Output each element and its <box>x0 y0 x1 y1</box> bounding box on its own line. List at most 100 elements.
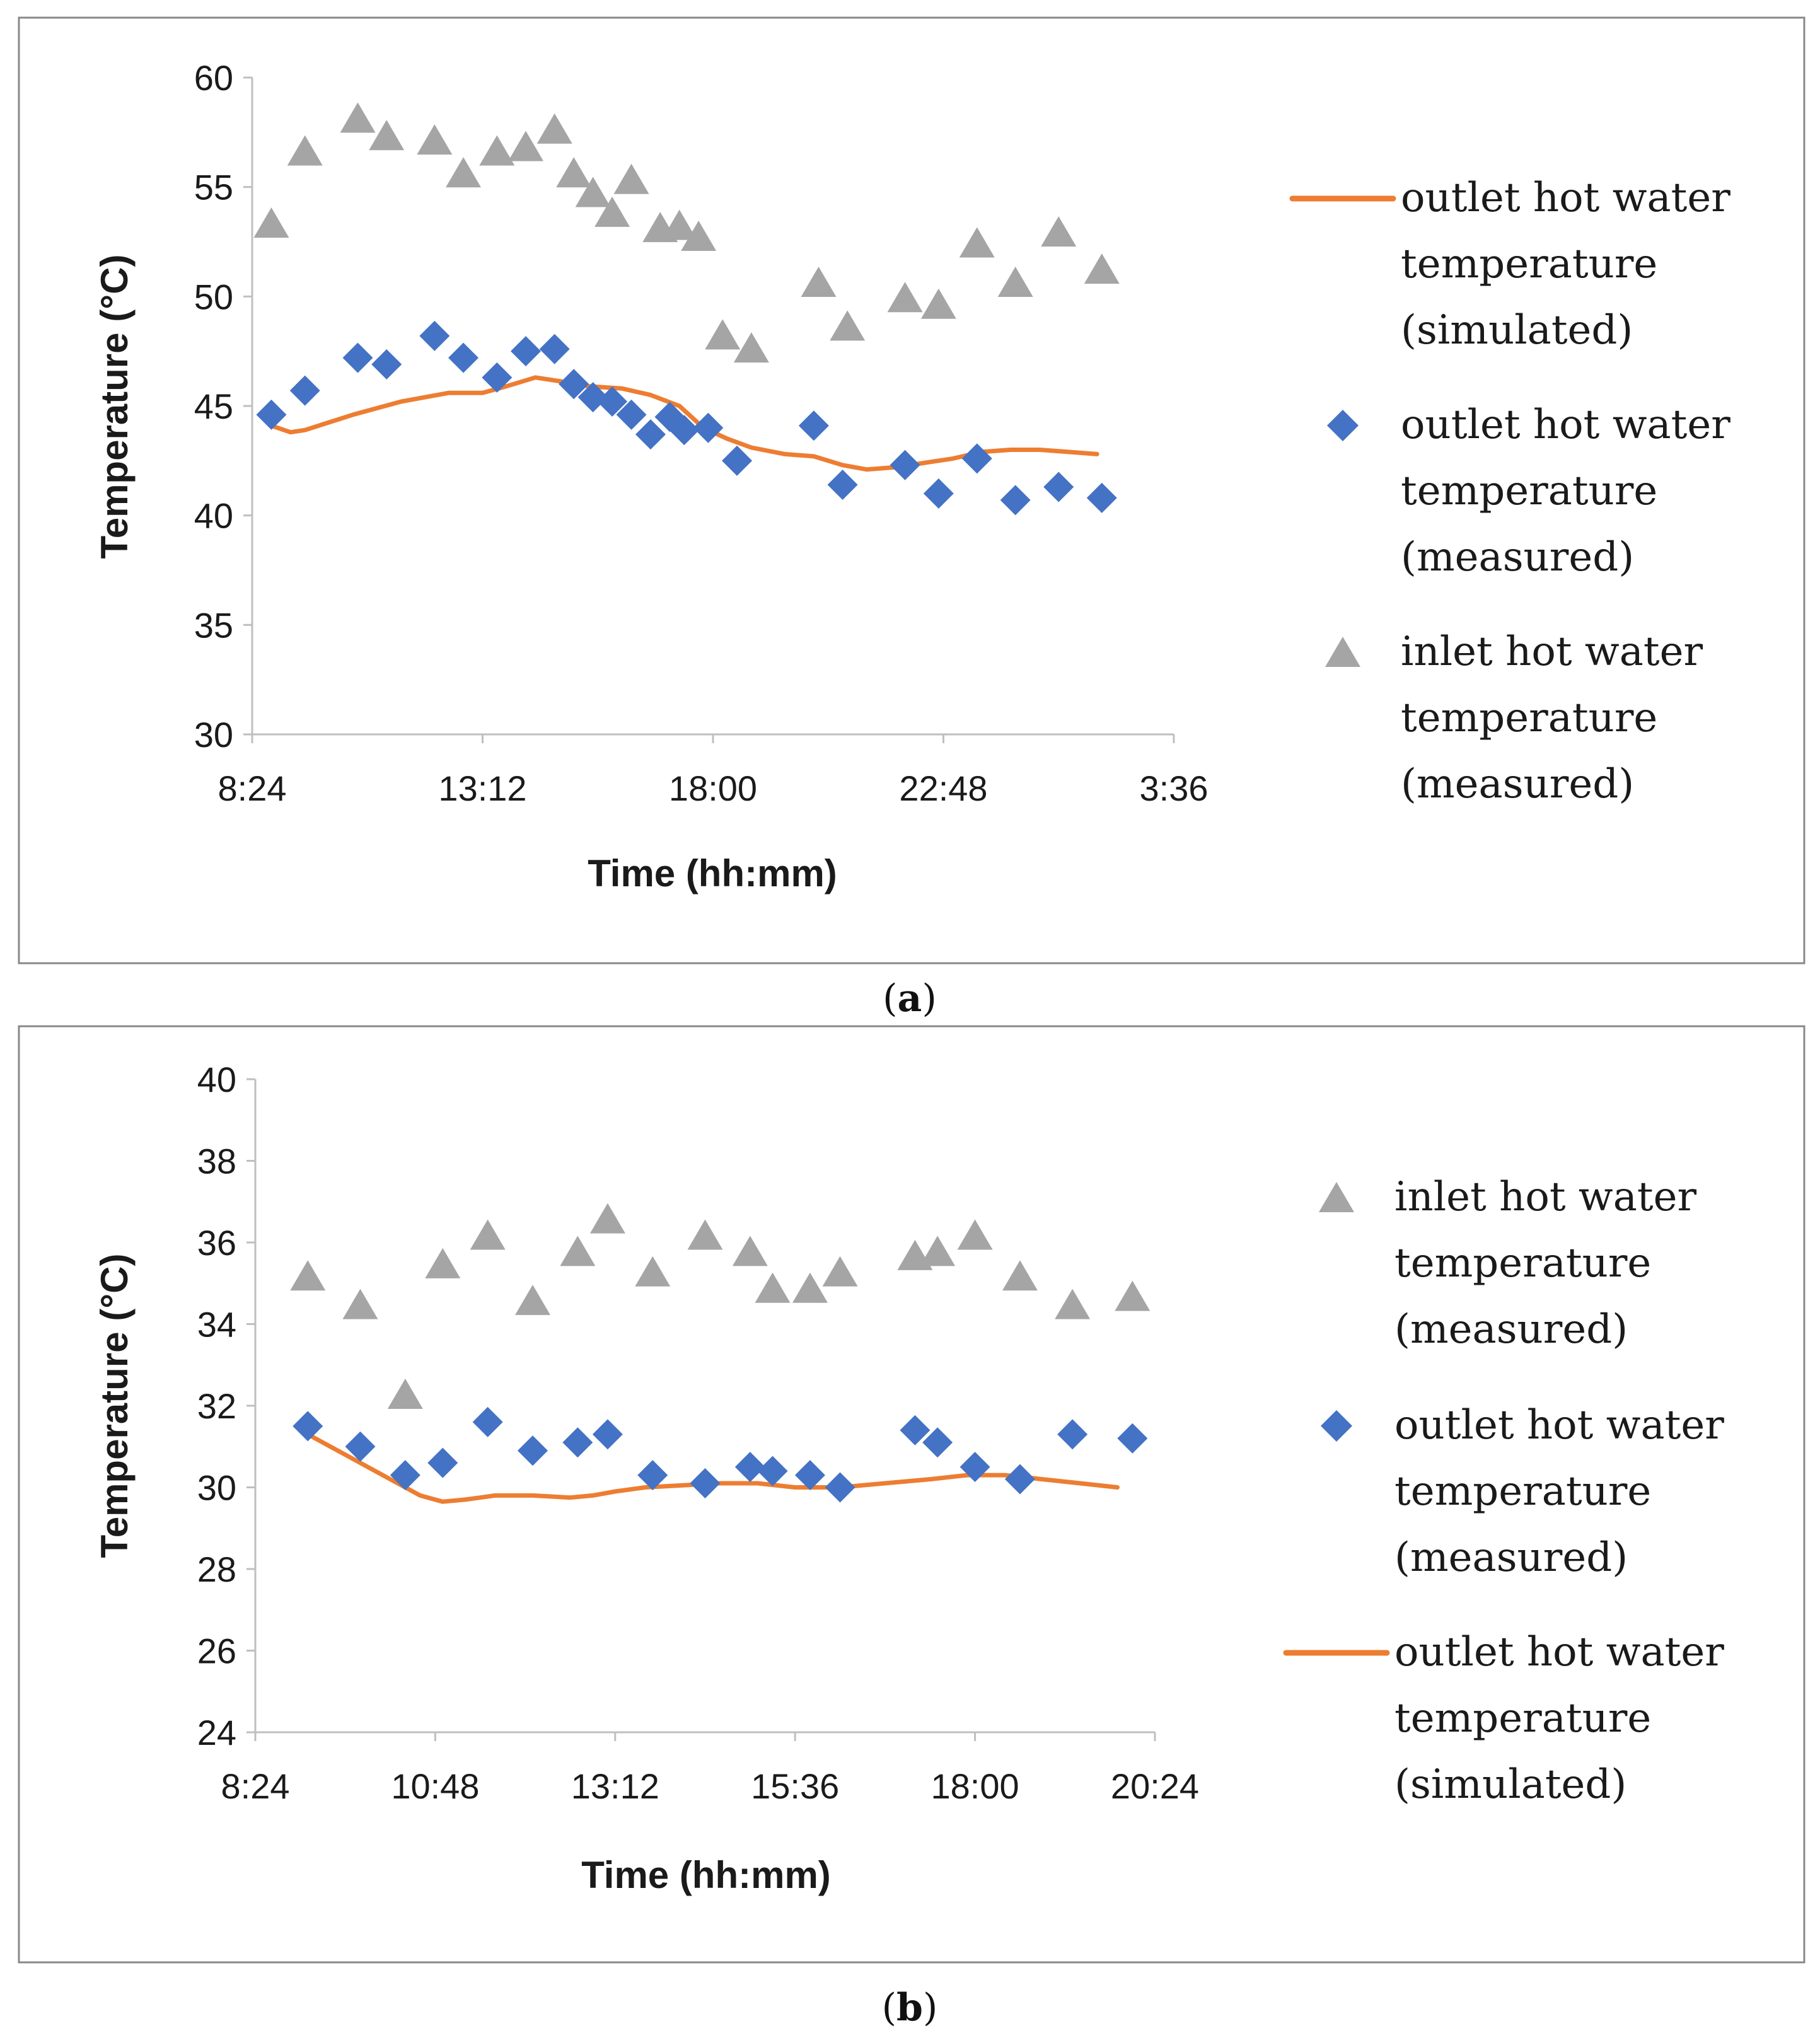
inlet-measured-point <box>290 1260 326 1291</box>
inlet-measured-point <box>959 227 995 258</box>
legend-a-in-line2: temperature <box>1401 695 1657 741</box>
legend-b-in-line3: (measured) <box>1394 1306 1628 1353</box>
inlet-measured-point <box>887 282 923 313</box>
outlet-measured-point <box>825 1472 855 1503</box>
y-tick-label: 24 <box>197 1713 236 1752</box>
inlet-measured-point <box>1055 1288 1091 1319</box>
chart-a-plot-area: 30 35 40 45 50 55 60 8:24 13:12 18:00 22:48 3:36 <box>194 58 1209 808</box>
legend-a-in-line3: (measured) <box>1401 761 1634 808</box>
inlet-measured-point <box>340 102 376 133</box>
outlet-measured-point <box>827 470 858 501</box>
outlet-measured-point <box>1117 1423 1148 1454</box>
inlet-measured-point <box>661 209 697 240</box>
outlet-measured-point <box>922 1427 953 1458</box>
legend-a-sim-line2: temperature <box>1401 241 1657 287</box>
caption-a-open: ( <box>883 976 897 1021</box>
outlet-measured-point <box>794 1460 825 1491</box>
inlet-measured-point <box>446 157 482 188</box>
outlet-measured-point <box>722 445 753 476</box>
outlet-measured-point <box>345 1431 376 1462</box>
chart-b-legend: inlet hot water temperature (measured) o… <box>1283 1174 1737 1808</box>
inlet-measured-point <box>635 1256 671 1287</box>
x-tick-label: 13:12 <box>438 768 526 808</box>
y-tick-label: 36 <box>197 1223 236 1263</box>
y-tick-label: 55 <box>194 168 233 207</box>
legend-a-sim-label: outlet hot water temperature (simulated) <box>1401 175 1743 354</box>
inlet-measured-point <box>687 1219 723 1250</box>
outlet-measured-point <box>293 1411 323 1442</box>
outlet-measured-point <box>900 1415 930 1445</box>
inlet-measured-point <box>920 288 956 319</box>
caption-a-close: ) <box>922 976 936 1021</box>
legend-b-in: inlet hot water temperature (measured) <box>1319 1174 1709 1353</box>
outlet-measured-point <box>961 443 992 474</box>
outlet-measured-point <box>635 419 666 450</box>
inlet-measured-point <box>536 113 572 144</box>
legend-b-out-line3: (measured) <box>1394 1534 1628 1581</box>
legend-a-sim-line3: (simulated) <box>1401 307 1633 354</box>
chart-a-y-axis-title: Temperature (°C) <box>93 255 136 559</box>
outlet-measured-point <box>342 342 373 373</box>
y-tick-label: 60 <box>194 58 233 98</box>
inlet-measured-point <box>594 196 630 227</box>
y-tick-label: 40 <box>197 1060 236 1099</box>
legend-b-out-line2: temperature <box>1394 1468 1651 1515</box>
legend-a-out-line2: temperature <box>1401 468 1657 514</box>
inlet-measured-point <box>508 130 544 161</box>
outlet-measured-point <box>890 449 920 480</box>
chart-b-frame <box>18 1025 1806 1964</box>
x-tick-label: 20:24 <box>1111 1766 1199 1806</box>
outlet-measured-point <box>1043 472 1074 502</box>
outlet-measured-point <box>734 1452 765 1483</box>
inlet-measured-point <box>470 1219 506 1250</box>
chart-a-frame <box>18 16 1806 964</box>
legend-a-in-label: inlet hot water temperature (measured) <box>1401 628 1715 808</box>
legend-b-out-swatch <box>1321 1410 1352 1442</box>
legend-b-in-label: inlet hot water temperature (measured) <box>1394 1174 1709 1353</box>
legend-a-out: outlet hot water temperature (measured) <box>1327 402 1743 581</box>
x-tick-label: 8:24 <box>218 768 287 808</box>
outlet-measured-point <box>448 342 479 373</box>
y-tick-label: 26 <box>197 1631 236 1671</box>
legend-a-in-swatch <box>1325 637 1360 667</box>
outlet-measured-point <box>559 369 589 400</box>
chart-b-y-axis-title: Temperature (°C) <box>93 1254 136 1558</box>
chart-a-x-axis-title: Time (hh:mm) <box>588 852 837 895</box>
inlet-measured-point <box>369 120 405 151</box>
legend-b-in-line1: inlet hot water <box>1394 1174 1696 1220</box>
inlet-measured-point <box>253 207 289 238</box>
caption-b-close: ) <box>923 1986 937 2030</box>
outlet-measured-point <box>289 375 320 406</box>
outlet-measured-point <box>690 1468 721 1499</box>
outlet-measured-point <box>390 1460 420 1491</box>
y-tick-label: 32 <box>197 1386 236 1426</box>
outlet-measured-point <box>482 362 513 393</box>
outlet-measured-point <box>757 1456 788 1486</box>
x-tick-label: 8:24 <box>221 1766 290 1806</box>
legend-b-out-line1: outlet hot water <box>1394 1402 1724 1449</box>
outlet-measured-point <box>1086 482 1117 513</box>
outlet-measured-point <box>616 399 647 430</box>
legend-b-in-line2: temperature <box>1394 1240 1651 1287</box>
outlet-measured-point <box>511 336 542 367</box>
inlet-measured-point <box>792 1272 828 1303</box>
chart-a-legend: outlet hot water temperature (simulated)… <box>1289 175 1743 808</box>
inlet-measured-point <box>957 1219 993 1250</box>
inlet-measured-point <box>733 332 769 363</box>
outlet-measured-point <box>371 349 402 380</box>
inlet-measured-point <box>589 1203 625 1234</box>
outlet-measured-point <box>256 399 287 430</box>
inlet-measured-point <box>417 124 453 155</box>
legend-b-in-swatch <box>1319 1182 1354 1212</box>
legend-a-out-label: outlet hot water temperature (measured) <box>1401 402 1743 581</box>
outlet-measured-point <box>1004 1464 1035 1495</box>
inlet-measured-point <box>920 1236 956 1266</box>
outlet-measured-point <box>1057 1419 1088 1450</box>
outlet-measured-point <box>419 320 450 351</box>
legend-a-out-swatch <box>1327 410 1359 441</box>
inlet-measured-point <box>425 1248 461 1278</box>
legend-b-out-label: outlet hot water temperature (measured) <box>1394 1402 1737 1581</box>
inlet-measured-point <box>1084 253 1120 284</box>
inlet-measured-point <box>681 221 717 252</box>
